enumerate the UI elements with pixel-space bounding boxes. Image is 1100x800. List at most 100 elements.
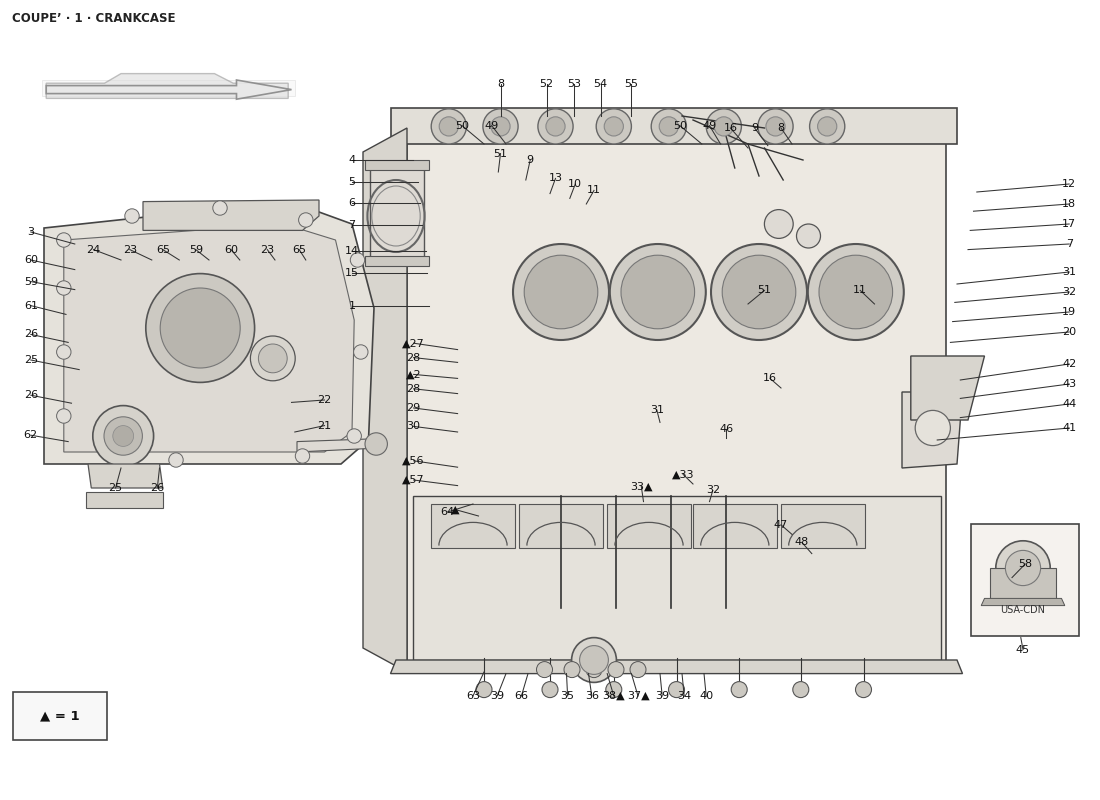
Text: 16: 16 xyxy=(763,374,777,383)
FancyBboxPatch shape xyxy=(13,692,107,740)
Polygon shape xyxy=(390,660,962,674)
Circle shape xyxy=(564,662,580,678)
Circle shape xyxy=(346,429,362,443)
Circle shape xyxy=(431,109,466,144)
Text: 13: 13 xyxy=(549,174,562,183)
Text: 26: 26 xyxy=(151,483,164,493)
Polygon shape xyxy=(407,128,946,672)
Text: 15: 15 xyxy=(345,268,359,278)
Text: 22: 22 xyxy=(318,395,331,405)
Polygon shape xyxy=(370,168,424,264)
Text: 26: 26 xyxy=(24,330,37,339)
Text: 52: 52 xyxy=(540,79,553,89)
Circle shape xyxy=(491,117,510,136)
Text: 51: 51 xyxy=(758,286,771,295)
Text: 29: 29 xyxy=(407,403,420,413)
Text: 9: 9 xyxy=(527,155,534,165)
Polygon shape xyxy=(412,496,940,660)
Text: 5: 5 xyxy=(349,177,355,186)
Text: 37▲: 37▲ xyxy=(627,691,649,701)
Text: 8: 8 xyxy=(497,79,504,89)
Polygon shape xyxy=(297,438,385,452)
Polygon shape xyxy=(693,504,777,548)
Circle shape xyxy=(758,109,793,144)
Polygon shape xyxy=(902,392,962,468)
Text: 8: 8 xyxy=(778,123,784,133)
Text: ▲2: ▲2 xyxy=(406,370,421,379)
Text: 20: 20 xyxy=(1063,327,1076,337)
Text: 19: 19 xyxy=(1063,307,1076,317)
Text: 53: 53 xyxy=(568,79,581,89)
Text: ▲57: ▲57 xyxy=(403,475,425,485)
Circle shape xyxy=(609,244,706,340)
Text: 35: 35 xyxy=(561,691,574,701)
Text: 51: 51 xyxy=(494,149,507,158)
Circle shape xyxy=(124,209,140,223)
Text: 65: 65 xyxy=(156,245,169,254)
Circle shape xyxy=(732,682,747,698)
Text: 11: 11 xyxy=(854,286,867,295)
Text: 44: 44 xyxy=(1063,399,1076,409)
Text: 58: 58 xyxy=(1019,559,1032,569)
Text: ▲ = 1: ▲ = 1 xyxy=(40,710,80,722)
Text: 7: 7 xyxy=(349,220,355,230)
Circle shape xyxy=(113,426,133,446)
Circle shape xyxy=(258,344,287,373)
Circle shape xyxy=(146,274,254,382)
Circle shape xyxy=(856,682,871,698)
Text: 42: 42 xyxy=(1063,359,1076,369)
Circle shape xyxy=(56,233,72,247)
Circle shape xyxy=(706,109,741,144)
Polygon shape xyxy=(64,224,354,452)
Circle shape xyxy=(608,662,624,678)
Text: 49: 49 xyxy=(485,121,498,130)
Circle shape xyxy=(796,224,821,248)
Text: 33▲: 33▲ xyxy=(630,482,652,491)
Text: 4: 4 xyxy=(349,155,355,165)
Circle shape xyxy=(525,255,597,329)
Circle shape xyxy=(659,117,679,136)
Circle shape xyxy=(915,410,950,446)
Polygon shape xyxy=(363,128,407,672)
Polygon shape xyxy=(607,504,691,548)
Text: 25: 25 xyxy=(109,483,122,493)
Circle shape xyxy=(651,109,686,144)
Text: 32: 32 xyxy=(706,486,719,495)
Circle shape xyxy=(513,244,609,340)
Text: 25: 25 xyxy=(24,355,37,365)
Text: 50: 50 xyxy=(455,121,469,130)
Circle shape xyxy=(764,210,793,238)
Circle shape xyxy=(1005,550,1041,586)
Circle shape xyxy=(586,662,602,678)
Text: 31: 31 xyxy=(650,405,663,414)
Polygon shape xyxy=(46,74,288,98)
Text: 31: 31 xyxy=(1063,267,1076,277)
Text: 7: 7 xyxy=(1066,239,1072,249)
Polygon shape xyxy=(42,80,295,96)
Circle shape xyxy=(56,345,72,359)
Circle shape xyxy=(168,453,184,467)
Text: 30: 30 xyxy=(407,422,420,431)
Text: 46: 46 xyxy=(719,424,733,434)
Circle shape xyxy=(630,662,646,678)
Text: 65: 65 xyxy=(293,245,306,254)
Text: 50: 50 xyxy=(673,121,686,130)
Text: 32: 32 xyxy=(1063,287,1076,297)
Text: ▲27: ▲27 xyxy=(403,338,425,348)
Text: 60: 60 xyxy=(24,255,37,265)
Polygon shape xyxy=(46,80,292,99)
Polygon shape xyxy=(390,108,957,144)
Circle shape xyxy=(251,336,295,381)
Text: 43: 43 xyxy=(1063,379,1076,389)
Circle shape xyxy=(161,288,240,368)
Polygon shape xyxy=(781,504,865,548)
Text: 48: 48 xyxy=(795,538,808,547)
Polygon shape xyxy=(990,568,1056,600)
Circle shape xyxy=(537,662,552,678)
Text: 64: 64 xyxy=(441,507,454,517)
Text: 26: 26 xyxy=(24,390,37,400)
Circle shape xyxy=(439,117,459,136)
Text: ▲: ▲ xyxy=(451,505,460,514)
Text: 23: 23 xyxy=(123,245,136,254)
Circle shape xyxy=(542,682,558,698)
